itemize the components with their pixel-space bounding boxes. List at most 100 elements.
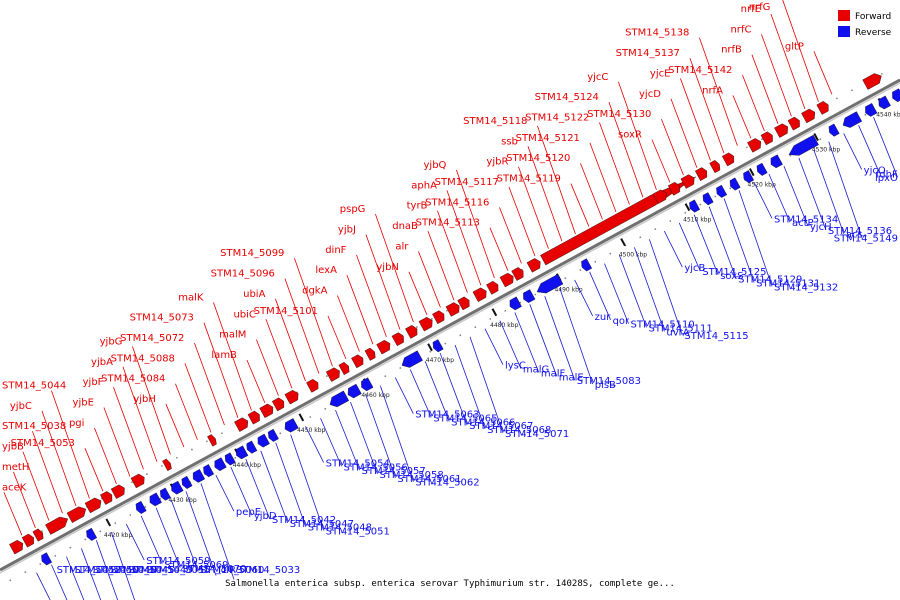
- scale-tick-label: 4430 kbp: [168, 497, 196, 504]
- forward-gene-label: ubiA: [243, 289, 265, 300]
- reverse-leader-line: [484, 328, 504, 365]
- reverse-gene-label: STM14_5132: [774, 282, 838, 293]
- reverse-gene-arrow: [743, 170, 755, 184]
- reverse-gene-label: STM14_5058: [379, 470, 443, 481]
- forward-gene-label: tyrB: [407, 201, 428, 212]
- reverse-leader-line: [394, 377, 414, 414]
- reverse-gene-label: iclR: [218, 565, 236, 576]
- forward-gene-label: pgi: [69, 418, 84, 429]
- reverse-leader-line: [290, 434, 325, 531]
- reverse-gene-label: STM14_5062: [415, 478, 479, 489]
- backbone-dot: [881, 73, 883, 75]
- forward-gene-label: yjbG: [100, 336, 123, 347]
- forward-leader-line: [651, 139, 671, 183]
- reverse-leader-line: [424, 361, 450, 422]
- backbone-dot: [54, 554, 57, 557]
- forward-leader-line: [122, 366, 158, 462]
- forward-gene-label: yjcC: [587, 72, 608, 83]
- forward-leader-line: [356, 254, 387, 337]
- forward-leader-line: [51, 390, 90, 499]
- reverse-leader-line: [155, 507, 181, 568]
- scale-tick: [813, 133, 819, 142]
- backbone-dot: [819, 138, 822, 141]
- forward-leader-line: [275, 298, 306, 382]
- backbone-dot: [609, 252, 612, 255]
- scale-tick: [298, 413, 305, 422]
- forward-gene-label: STM14_5044: [2, 381, 66, 392]
- forward-leader-line: [518, 166, 549, 249]
- forward-leader-line: [446, 190, 482, 286]
- reverse-gene-arrow: [329, 390, 350, 408]
- backbone-dot: [789, 154, 792, 157]
- forward-gene-arrow: [405, 325, 418, 339]
- reverse-leader-line: [634, 247, 665, 332]
- backbone-dot: [851, 89, 853, 92]
- reverse-gene-label: STM14_5110: [631, 320, 695, 331]
- reverse-gene-label: STM14_5043: [128, 565, 192, 576]
- scale-tick-label: 4450 kbp: [297, 427, 325, 434]
- forward-gene-label: STM14_5053: [11, 438, 75, 449]
- forward-gene-arrow: [100, 491, 113, 505]
- forward-gene-label: yjbB: [2, 442, 24, 453]
- forward-gene-label: yjbE: [73, 397, 94, 408]
- backbone-dot: [534, 293, 537, 296]
- backbone-dot: [504, 309, 507, 312]
- forward-gene-arrow: [721, 152, 735, 167]
- backbone-shadow: [0, 82, 900, 574]
- forward-leader-line: [782, 0, 819, 102]
- reverse-gene-arrow: [702, 192, 714, 206]
- forward-gene-arrow: [445, 302, 460, 317]
- reverse-gene-label: yjcO: [864, 165, 886, 176]
- map-caption: Salmonella enterica subsp. enterica sero…: [225, 579, 675, 589]
- reverse-gene-arrow: [828, 123, 840, 137]
- reverse-gene-arrow: [581, 258, 593, 272]
- forward-gene-label: dnaB: [392, 221, 418, 232]
- forward-gene-arrow: [486, 280, 499, 295]
- forward-gene-arrow: [130, 473, 145, 489]
- reverse-leader-line: [245, 458, 271, 520]
- reverse-leader-line: [215, 475, 235, 512]
- backbone-dot: [431, 318, 433, 320]
- forward-gene-arrow: [338, 361, 350, 375]
- reverse-leader-line: [663, 230, 683, 268]
- forward-leader-line: [184, 363, 212, 433]
- forward-gene-arrow: [271, 397, 285, 412]
- reverse-gene-label: STM14_5042: [272, 515, 336, 526]
- reverse-gene-label: STM14_5033: [236, 565, 300, 576]
- reverse-leader-line: [604, 263, 629, 324]
- reverse-gene-label: STM14_5149: [834, 234, 898, 245]
- forward-gene-label: STM14_5073: [130, 313, 194, 324]
- forward-gene-label: yjbF: [83, 377, 104, 388]
- reverse-leader-line: [170, 499, 199, 572]
- forward-gene-label: gltP: [785, 41, 804, 52]
- backbone-dot: [161, 465, 163, 467]
- backbone-dot: [176, 456, 178, 459]
- reverse-gene-arrow: [159, 487, 171, 501]
- forward-gene-arrow: [667, 181, 681, 196]
- forward-gene-arrow: [364, 347, 376, 361]
- forward-leader-line: [508, 186, 536, 257]
- reverse-gene-arrow: [432, 339, 444, 353]
- forward-gene-label: ssb: [501, 136, 518, 147]
- forward-leader-line: [599, 122, 630, 205]
- reverse-leader-line: [514, 312, 540, 373]
- reverse-leader-line: [574, 279, 593, 317]
- forward-leader-line: [256, 339, 279, 396]
- forward-leader-line: [3, 492, 23, 536]
- reverse-gene-arrow: [257, 433, 270, 448]
- reverse-gene-label: fdhF: [876, 169, 898, 180]
- forward-gene-arrow: [284, 389, 299, 405]
- forward-gene-label: yjbC: [10, 401, 32, 412]
- forward-gene-arrow: [680, 174, 695, 189]
- reverse-gene-label: STM14_5068: [487, 425, 551, 436]
- reverse-gene-label: yjcB: [684, 263, 705, 274]
- backbone-dot: [699, 203, 702, 206]
- reverse-gene-arrow: [878, 95, 891, 110]
- reverse-leader-line: [230, 466, 253, 516]
- backbone-dot: [221, 432, 223, 435]
- forward-leader-line: [41, 410, 77, 507]
- reverse-leader-line: [798, 157, 827, 230]
- scale-tick-label: 4520 kbp: [748, 182, 776, 189]
- forward-leader-line: [203, 322, 239, 418]
- forward-leader-line: [589, 142, 617, 213]
